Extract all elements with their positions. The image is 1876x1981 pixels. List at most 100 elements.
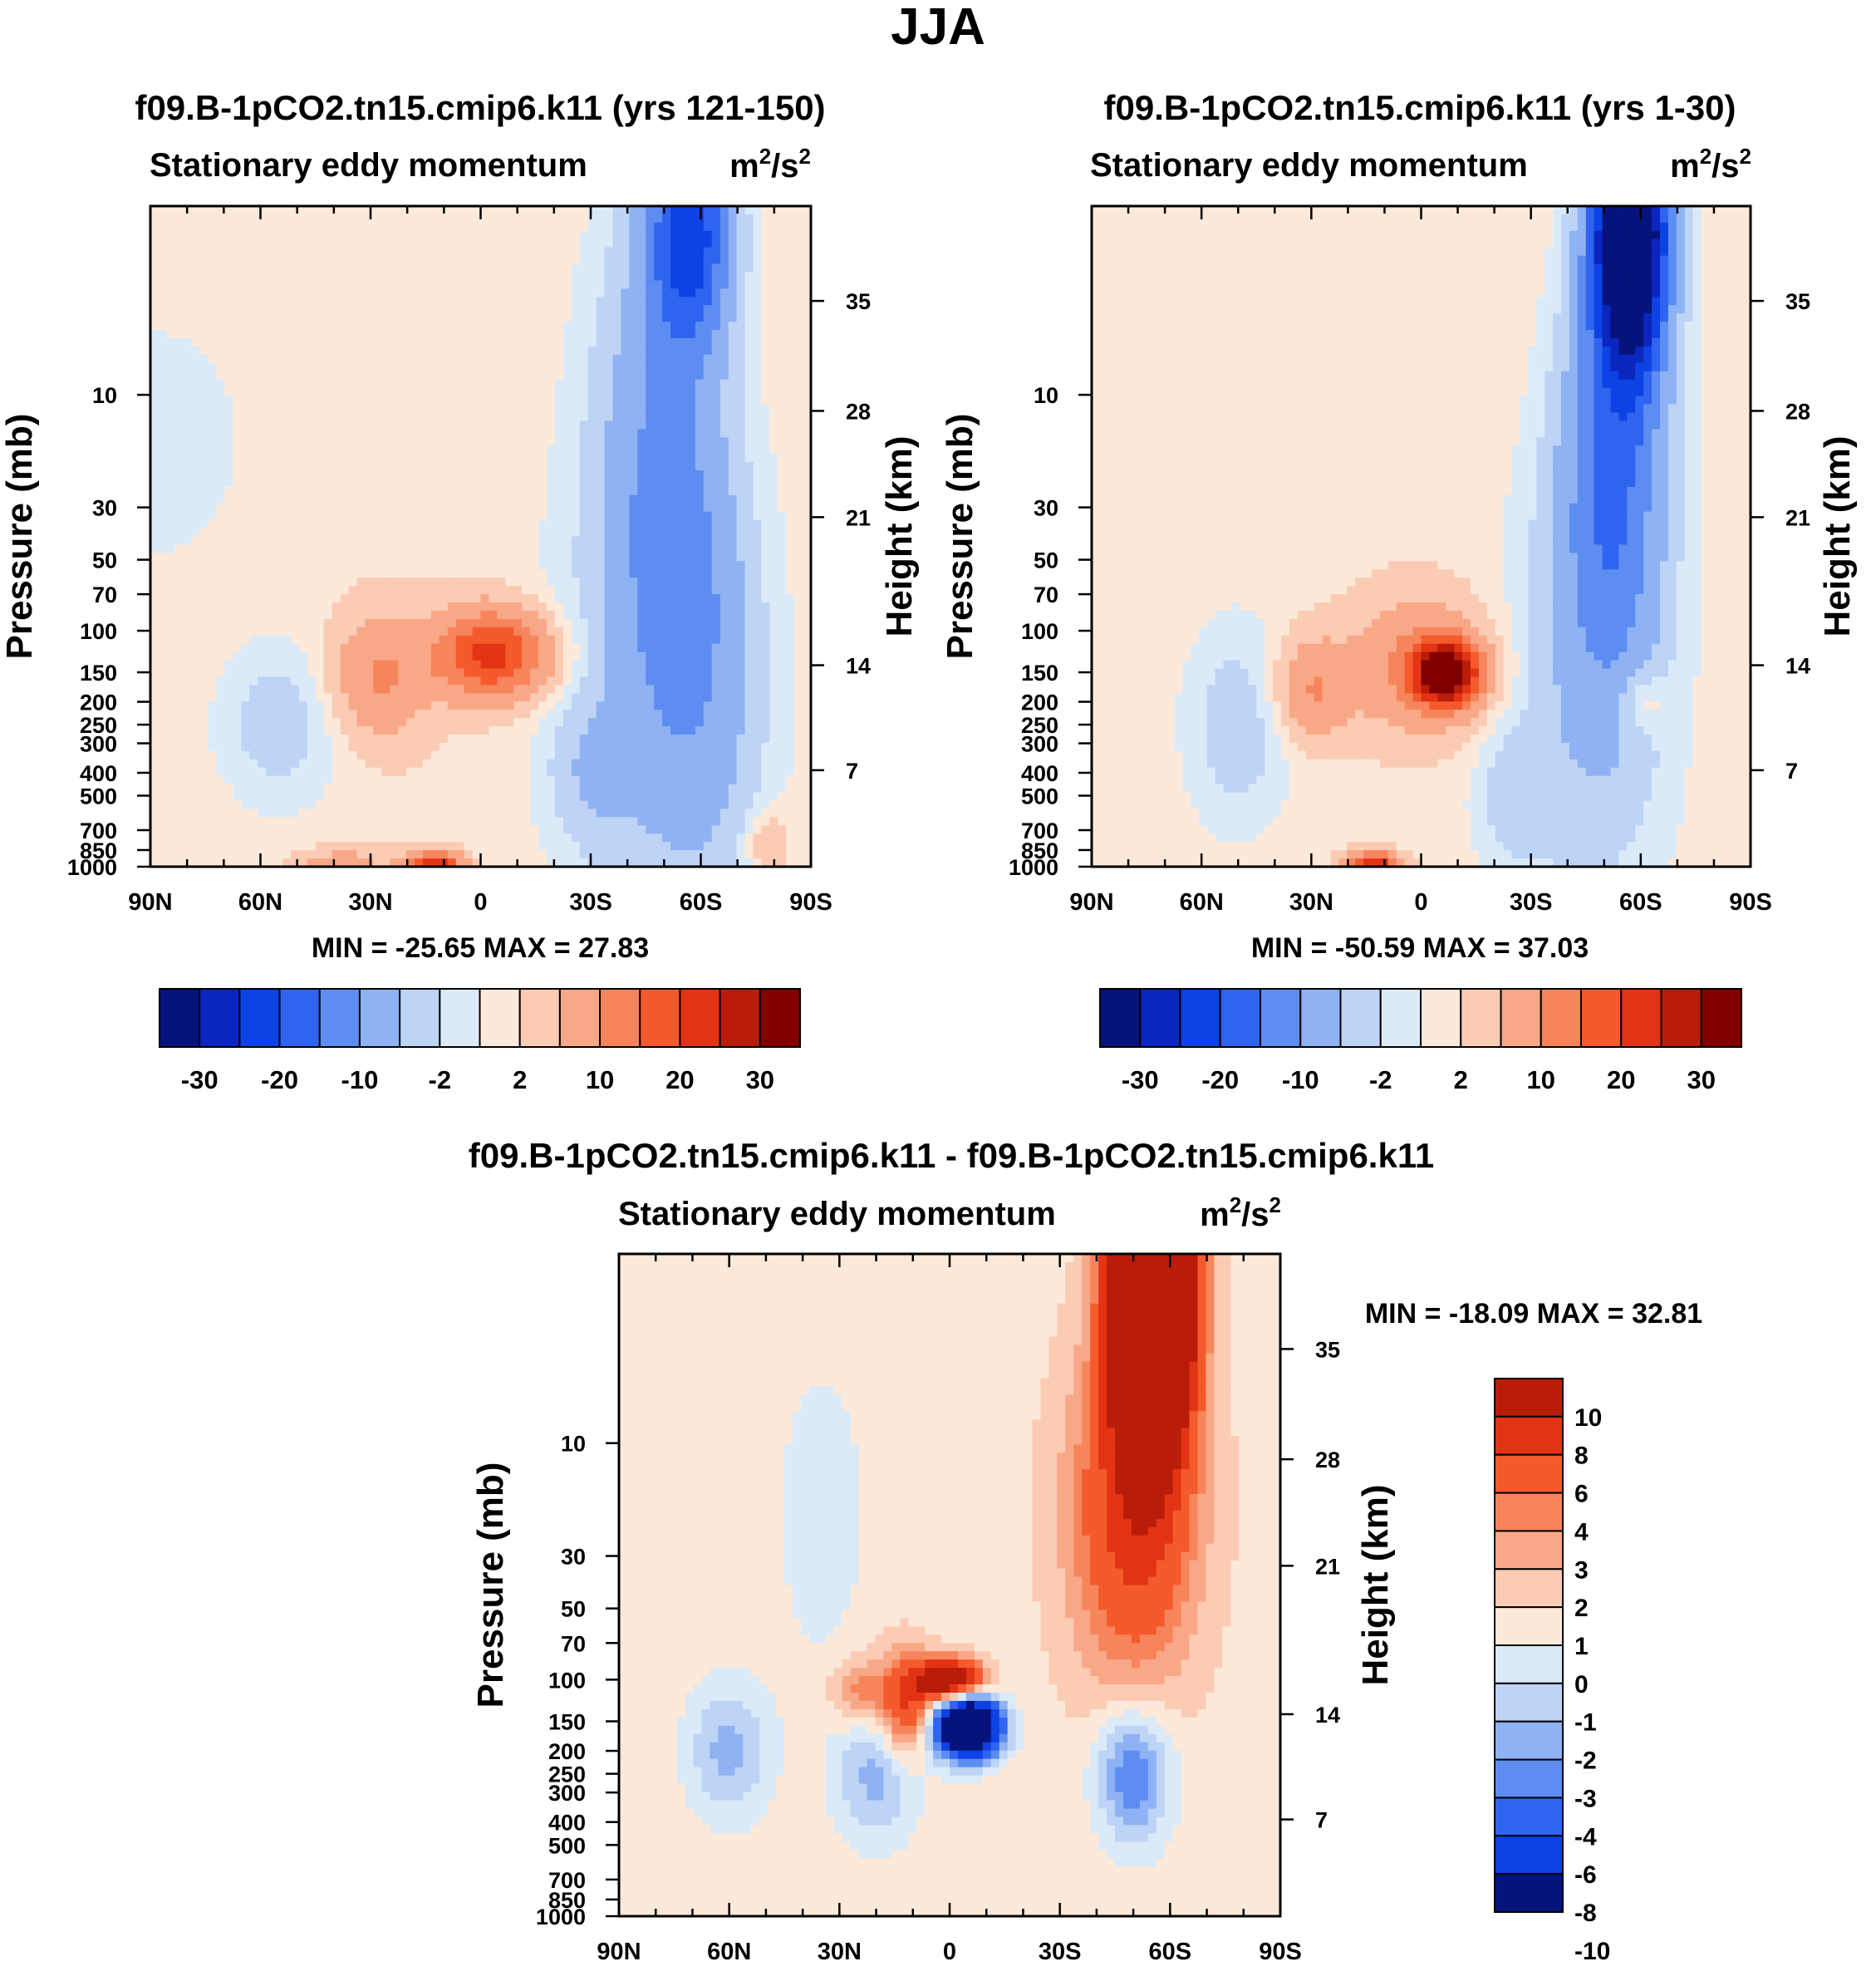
field-cell	[331, 379, 341, 389]
field-cell	[711, 280, 721, 289]
field-cell	[249, 454, 258, 463]
field-cell	[315, 338, 325, 347]
field-cell	[365, 553, 374, 562]
field-cell	[736, 643, 746, 653]
field-cell	[480, 610, 490, 620]
field-cell	[612, 643, 622, 653]
field-cell	[406, 238, 415, 248]
field-cell	[166, 643, 176, 653]
field-cell	[554, 330, 564, 339]
field-cell	[290, 263, 300, 273]
field-cell	[373, 206, 382, 215]
field-cell	[562, 643, 572, 653]
field-cell	[728, 288, 738, 297]
field-cell	[258, 305, 267, 314]
field-cell	[596, 255, 606, 265]
field-cell	[282, 710, 292, 719]
field-cell	[695, 263, 705, 273]
field-cell	[522, 627, 531, 637]
field-cell	[703, 627, 713, 637]
field-cell	[621, 387, 630, 397]
field-cell	[505, 486, 514, 496]
field-cell	[249, 701, 258, 710]
field-cell	[744, 404, 754, 414]
field-cell	[430, 346, 440, 356]
field-cell	[174, 305, 184, 314]
field-cell	[158, 693, 168, 702]
field-cell	[340, 387, 350, 397]
field-cell	[679, 643, 688, 653]
field-cell	[505, 643, 514, 653]
field-cell	[340, 676, 350, 686]
field-cell	[596, 685, 606, 694]
field-cell	[216, 586, 226, 595]
field-cell	[803, 503, 812, 513]
field-cell	[233, 412, 242, 421]
field-cell	[430, 330, 440, 339]
field-cell	[340, 280, 350, 289]
field-cell	[415, 511, 424, 521]
field-cell	[695, 288, 705, 297]
field-cell	[562, 594, 572, 603]
field-cell	[480, 478, 490, 488]
field-cell	[753, 272, 762, 282]
field-cell	[356, 346, 366, 356]
field-cell	[654, 676, 663, 686]
field-cell	[307, 602, 317, 612]
field-cell	[447, 437, 457, 446]
field-cell	[728, 503, 738, 513]
field-cell	[530, 222, 539, 232]
field-cell	[315, 214, 325, 224]
field-cell	[472, 288, 482, 297]
field-cell	[282, 462, 292, 471]
field-cell	[480, 536, 490, 546]
field-cell	[430, 618, 440, 628]
field-cell	[753, 338, 762, 347]
field-cell	[430, 685, 440, 694]
field-cell	[769, 528, 778, 538]
field-cell	[464, 586, 474, 595]
field-cell	[803, 313, 812, 322]
field-cell	[621, 486, 630, 496]
field-cell	[554, 412, 564, 421]
field-cell	[579, 701, 589, 710]
field-cell	[794, 676, 803, 686]
field-cell	[530, 288, 539, 297]
field-cell	[769, 346, 778, 356]
field-cell	[365, 536, 374, 546]
field-cell	[365, 362, 374, 372]
field-cell	[654, 255, 663, 265]
field-cell	[596, 420, 606, 430]
field-cell	[679, 412, 688, 421]
field-cell	[331, 660, 341, 670]
field-cell	[274, 553, 283, 562]
field-cell	[604, 297, 614, 306]
field-cell	[249, 478, 258, 488]
field-cell	[464, 610, 474, 620]
field-cell	[711, 710, 721, 719]
field-cell	[719, 627, 729, 637]
field-cell	[703, 437, 713, 446]
field-cell	[298, 676, 308, 686]
field-cell	[761, 206, 770, 215]
field-cell	[489, 519, 498, 529]
field-cell	[679, 230, 688, 240]
field-cell	[290, 322, 300, 331]
field-cell	[298, 627, 308, 637]
field-cell	[356, 660, 366, 670]
field-cell	[381, 445, 390, 455]
field-cell	[513, 685, 523, 694]
field-cell	[562, 676, 572, 686]
field-cell	[298, 404, 308, 414]
field-cell	[191, 230, 201, 240]
field-cell	[679, 478, 688, 488]
field-cell	[266, 528, 275, 538]
field-cell	[646, 528, 655, 538]
field-cell	[695, 387, 705, 397]
field-cell	[150, 503, 160, 513]
field-cell	[621, 610, 630, 620]
field-cell	[258, 610, 267, 620]
field-cell	[629, 338, 638, 347]
field-cell	[381, 420, 390, 430]
field-cell	[547, 429, 556, 438]
